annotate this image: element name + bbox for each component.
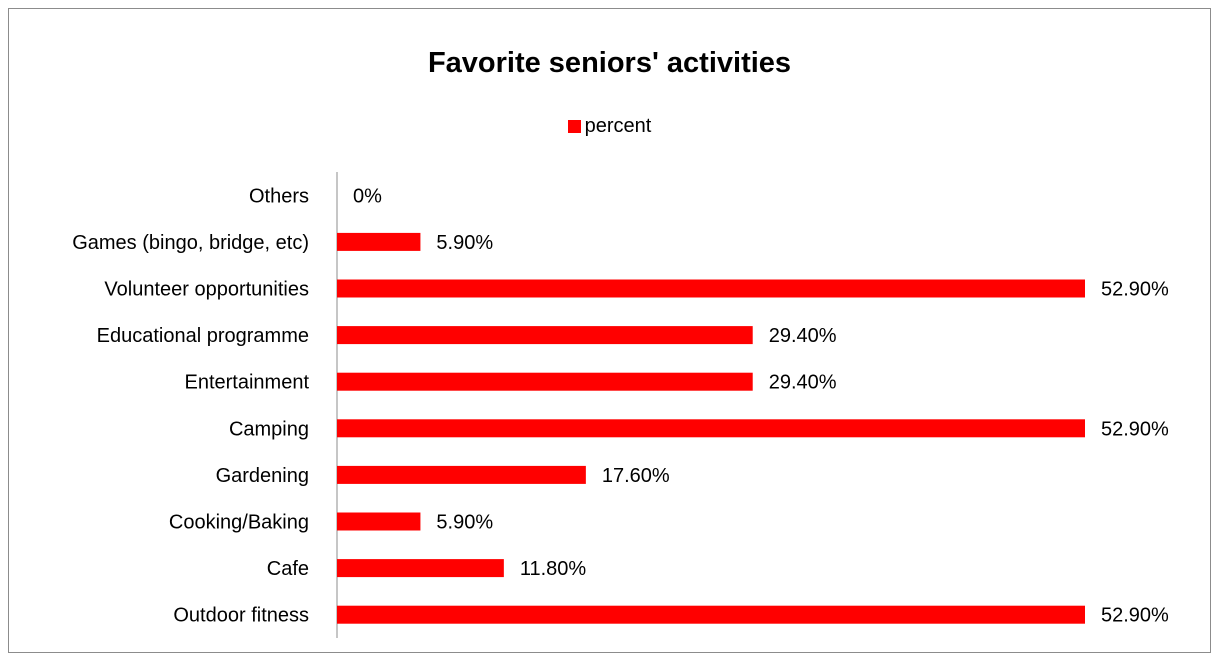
legend: percent bbox=[9, 115, 1210, 138]
category-label-9: Outdoor fitness bbox=[173, 605, 309, 627]
data-label-4: 29.40% bbox=[769, 372, 837, 394]
data-label-2: 52.90% bbox=[1101, 279, 1169, 301]
category-label-7: Cooking/Baking bbox=[169, 512, 309, 534]
category-label-8: Cafe bbox=[267, 558, 309, 580]
bar-5 bbox=[337, 419, 1085, 438]
data-label-5: 52.90% bbox=[1101, 418, 1169, 440]
category-label-5: Camping bbox=[229, 418, 309, 440]
legend-label: percent bbox=[584, 115, 652, 137]
data-label-0: 0% bbox=[353, 185, 382, 207]
bar-7 bbox=[337, 512, 421, 531]
bar-4 bbox=[337, 372, 753, 391]
category-label-3: Educational programme bbox=[97, 325, 309, 347]
chart-title: Favorite seniors' activities bbox=[427, 47, 792, 79]
data-label-7: 5.90% bbox=[436, 512, 493, 534]
category-label-2: Volunteer opportunities bbox=[104, 279, 309, 301]
bar-9 bbox=[337, 605, 1085, 624]
data-label-6: 17.60% bbox=[602, 465, 670, 487]
category-label-6: Gardening bbox=[216, 465, 309, 487]
bar-1 bbox=[337, 232, 421, 251]
bar-2 bbox=[337, 279, 1085, 298]
data-label-1: 5.90% bbox=[436, 232, 493, 254]
category-label-0: Others bbox=[249, 185, 309, 207]
bar-3 bbox=[337, 326, 753, 345]
data-label-9: 52.90% bbox=[1101, 605, 1169, 627]
data-label-8: 11.80% bbox=[520, 558, 587, 580]
legend-swatch bbox=[567, 120, 581, 133]
bar-6 bbox=[337, 465, 586, 484]
bar-8 bbox=[337, 559, 504, 578]
data-label-3: 29.40% bbox=[769, 325, 837, 347]
category-label-1: Games (bingo, bridge, etc) bbox=[72, 232, 309, 254]
category-label-4: Entertainment bbox=[184, 372, 309, 394]
